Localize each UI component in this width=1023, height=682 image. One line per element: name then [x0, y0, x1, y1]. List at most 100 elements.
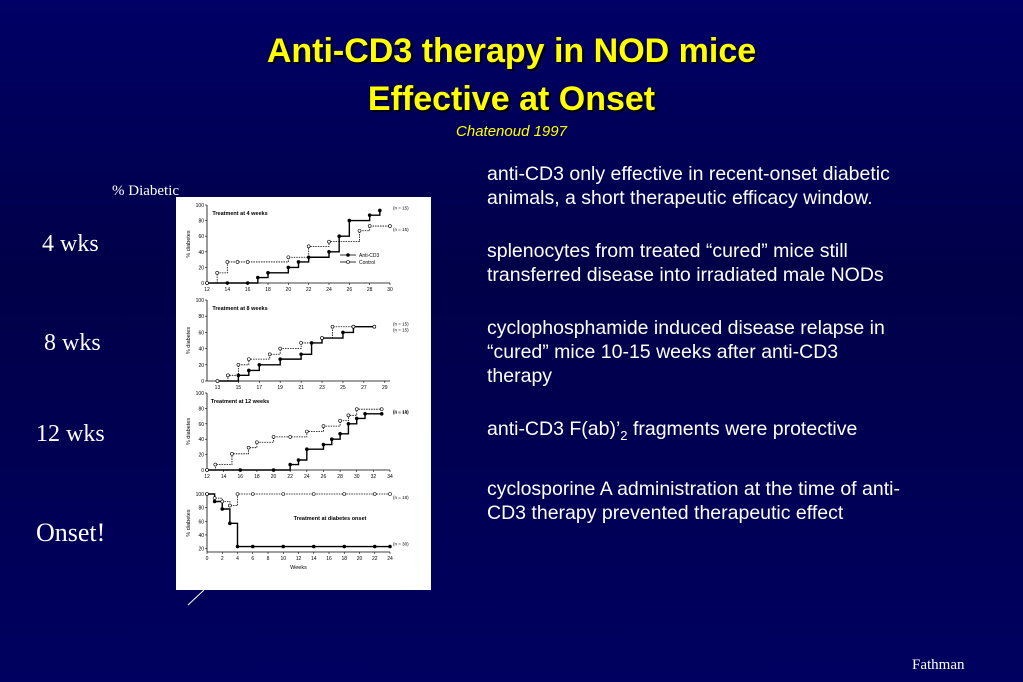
- panel-label: Treatment at diabetes onset: [294, 516, 367, 522]
- data-point: [305, 429, 309, 434]
- data-point: [220, 507, 225, 511]
- x-tick-label: 22: [372, 556, 378, 562]
- data-point: [281, 544, 286, 549]
- data-point: [338, 418, 342, 423]
- data-point: [388, 492, 392, 496]
- data-point: [271, 468, 276, 472]
- step-line: [207, 210, 381, 284]
- bullet: cyclosporine A administration at the tim…: [487, 477, 907, 525]
- x-tick-label: 18: [265, 287, 271, 293]
- bullet: anti-CD3 F(ab)’2 fragments were protecti…: [487, 417, 907, 448]
- panel-label: Treatment at 12 weeks: [211, 399, 269, 405]
- step-line: [207, 493, 390, 548]
- data-point: [213, 462, 218, 467]
- y-tick-label: 20: [198, 547, 204, 553]
- bullet-text: cyclosporine A administration at the tim…: [487, 477, 900, 524]
- data-point: [288, 435, 292, 439]
- data-point: [378, 208, 382, 213]
- step-line: [207, 413, 382, 471]
- y-tick-label: 60: [198, 519, 204, 525]
- y-tick-label: 100: [196, 203, 205, 209]
- x-tick-label: 16: [237, 474, 243, 480]
- data-point: [225, 260, 230, 264]
- data-point: [337, 234, 341, 238]
- bullet-text: anti-CD3 only effective in recent-onset …: [487, 163, 890, 209]
- x-tick-label: 19: [277, 385, 283, 391]
- data-point: [250, 544, 255, 549]
- data-point: [212, 496, 217, 500]
- y-axis-label: % diabetes: [186, 418, 192, 445]
- x-tick-label: 32: [371, 474, 377, 480]
- x-tick-label: 14: [311, 556, 317, 562]
- x-tick-label: 22: [306, 287, 312, 293]
- x-tick-label: 14: [225, 287, 231, 293]
- legend-label: Control: [359, 260, 375, 266]
- data-point: [342, 492, 347, 496]
- data-point: [379, 407, 384, 411]
- x-tick-label: 14: [221, 474, 227, 480]
- bullet-text: cyclophosphamide induced disease relapse…: [487, 317, 885, 387]
- legend-marker: [346, 260, 350, 264]
- x-tick-label: 21: [298, 385, 304, 391]
- data-point: [215, 271, 219, 275]
- data-point: [225, 281, 230, 285]
- x-tick-label: 24: [304, 474, 310, 480]
- data-point: [235, 544, 240, 549]
- y-axis-label: % diabetes: [186, 509, 192, 536]
- data-point: [320, 336, 324, 340]
- data-point: [354, 407, 359, 411]
- data-point: [363, 411, 367, 416]
- data-point: [338, 432, 342, 436]
- x-tick-label: 30: [387, 287, 393, 293]
- data-point: [311, 492, 316, 496]
- data-point: [266, 271, 270, 275]
- y-tick-label: 20: [198, 453, 204, 459]
- y-tick-label: 100: [196, 298, 205, 304]
- x-tick-label: 20: [271, 474, 277, 480]
- x-tick-label: 24: [326, 287, 332, 293]
- data-point: [230, 452, 234, 456]
- data-point: [228, 503, 232, 508]
- x-tick-label: 0: [206, 556, 209, 562]
- data-point: [379, 411, 384, 416]
- y-tick-label: 0: [201, 281, 204, 287]
- data-point: [278, 346, 283, 351]
- data-point: [215, 379, 220, 383]
- data-point: [236, 362, 241, 367]
- x-tick-label: 13: [215, 385, 221, 391]
- x-tick-label: 10: [280, 556, 286, 562]
- y-tick-label: 80: [198, 219, 204, 225]
- bullet-list: anti-CD3 only effective in recent-onset …: [487, 162, 907, 554]
- x-tick-label: 15: [236, 385, 242, 391]
- pointer: [187, 589, 205, 606]
- data-point: [388, 544, 392, 549]
- x-tick-label: 12: [204, 287, 210, 293]
- data-point: [205, 492, 209, 496]
- x-tick-label: 22: [287, 474, 293, 480]
- row-label: 4 wks: [42, 231, 99, 257]
- y-tick-label: 0: [201, 379, 204, 385]
- data-point: [247, 368, 251, 373]
- x-tick-label: 6: [251, 556, 254, 562]
- row-label: 12 wks: [36, 421, 105, 447]
- data-point: [327, 250, 331, 254]
- y-tick-label: 40: [198, 533, 204, 539]
- data-point: [296, 458, 301, 462]
- step-line: [207, 493, 390, 506]
- data-point: [346, 413, 351, 418]
- x-tick-label: 20: [357, 556, 363, 562]
- data-point: [327, 239, 331, 244]
- data-point: [278, 357, 283, 361]
- x-tick-label: 29: [382, 385, 388, 391]
- y-tick-label: 80: [198, 314, 204, 320]
- figure-bg: [176, 197, 431, 590]
- n-label: (n = 18): [393, 495, 409, 500]
- footer: Fathman: [912, 657, 965, 673]
- data-point: [299, 341, 303, 345]
- x-tick-label: 25: [340, 385, 346, 391]
- x-tick-label: 8: [267, 556, 270, 562]
- data-point: [342, 544, 347, 549]
- y-tick-label: 40: [198, 437, 204, 443]
- row-label: 8 wks: [44, 330, 101, 356]
